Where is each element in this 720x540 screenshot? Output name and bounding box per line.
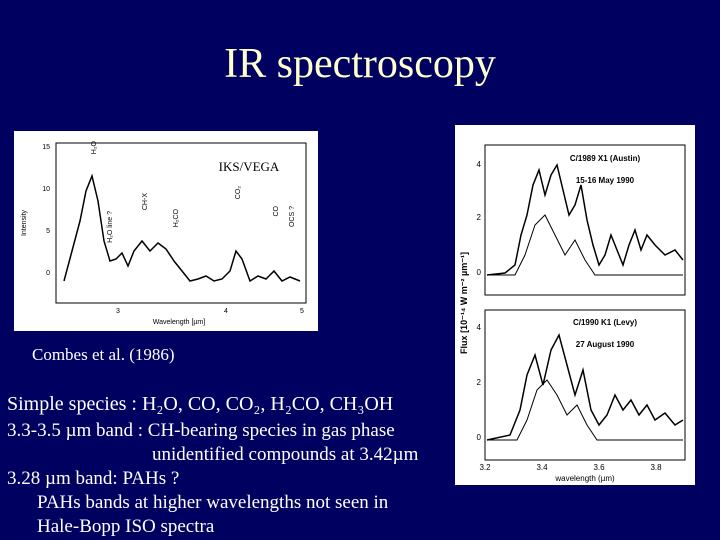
figure-caption: Combes et al. (1986) xyxy=(32,345,175,364)
panel-name: C/1989 X1 (Austin) xyxy=(570,154,641,163)
plot-frame xyxy=(484,309,686,461)
y-tick-label: 5 xyxy=(46,228,50,235)
x-axis-label: Wavelength [µm] xyxy=(153,319,205,326)
annotation: CO₂ xyxy=(235,186,242,200)
y-tick-label: 10 xyxy=(42,186,50,193)
y-axis-label: Intensity xyxy=(21,209,28,236)
figure-label: IKS/VEGA xyxy=(219,159,280,174)
y-tick-label: 15 xyxy=(42,144,50,151)
y-tick-label: 0 xyxy=(477,268,482,277)
x-tick-label: 3.4 xyxy=(536,463,548,472)
annotation: CO xyxy=(273,205,280,216)
text-line: PAHs bands at higher wavelengths not see… xyxy=(37,492,389,513)
panel-name: C/1990 K1 (Levy) xyxy=(573,318,637,327)
comet-spectra: Flux [10⁻¹⁴ W m⁻² µm⁻¹] C/1989 X1 (Austi… xyxy=(455,125,695,485)
iks-vega-spectrum: IKS/VEGA 15 10 5 0 3 4 5 Wavelength [µm]… xyxy=(14,131,318,331)
panel-date: 15-16 May 1990 xyxy=(576,176,635,185)
annotation: CH-X xyxy=(142,193,149,210)
y-tick-label: 4 xyxy=(477,323,482,332)
model-curve xyxy=(487,214,683,276)
x-axis-label: wavelength (µm) xyxy=(554,474,615,483)
figure-background xyxy=(455,125,695,485)
text-line: 3.28 µm band: PAHs ? xyxy=(7,468,180,489)
y-tick-label: 0 xyxy=(46,270,50,277)
annotation: OCS ? xyxy=(289,206,296,227)
text-line: unidentified compounds at 3.42µm xyxy=(152,444,419,465)
y-axis-label: Flux [10⁻¹⁴ W m⁻² µm⁻¹] xyxy=(459,252,469,354)
text-line: Hale-Bopp ISO spectra xyxy=(37,516,215,537)
text-line: 3.3-3.5 µm band : CH-bearing species in … xyxy=(7,420,395,441)
x-tick-label: 3.6 xyxy=(593,463,605,472)
x-tick-label: 3 xyxy=(116,308,120,315)
text-line: Simple species : H₂O, CO, CO₂, H₂CO, CH₃… xyxy=(7,393,394,415)
figure-background xyxy=(14,131,318,331)
plot-frame xyxy=(484,144,686,296)
y-tick-label: 0 xyxy=(477,433,482,442)
annotation: H₂O line ? xyxy=(107,211,114,243)
model-curve xyxy=(487,379,683,441)
x-tick-label: 4 xyxy=(224,308,228,315)
slide-title: IR spectroscopy xyxy=(224,41,496,87)
y-tick-label: 2 xyxy=(477,213,482,222)
x-tick-label: 5 xyxy=(300,308,304,315)
spectrum-curve xyxy=(63,173,301,283)
x-tick-label: 3.8 xyxy=(650,463,662,472)
spectrum-curve xyxy=(486,163,684,276)
y-tick-label: 4 xyxy=(477,160,482,169)
annotation: H₂O xyxy=(91,140,98,154)
y-tick-label: 2 xyxy=(477,378,482,387)
panel-date: 27 August 1990 xyxy=(576,340,635,349)
spectrum-curve xyxy=(486,332,684,441)
annotation: H₂CO xyxy=(173,208,180,227)
x-tick-label: 3.2 xyxy=(479,463,491,472)
plot-frame xyxy=(55,142,307,304)
